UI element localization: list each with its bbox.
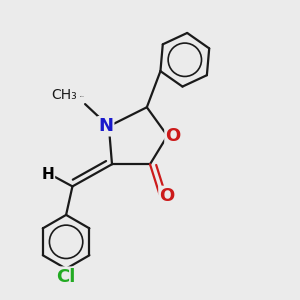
Text: N: N: [98, 117, 113, 135]
Text: CH₃: CH₃: [51, 88, 77, 102]
Text: Cl: Cl: [56, 268, 76, 286]
Text: O: O: [166, 127, 181, 145]
Text: methyl: methyl: [80, 96, 84, 97]
Text: H: H: [41, 167, 54, 182]
Text: O: O: [160, 187, 175, 205]
